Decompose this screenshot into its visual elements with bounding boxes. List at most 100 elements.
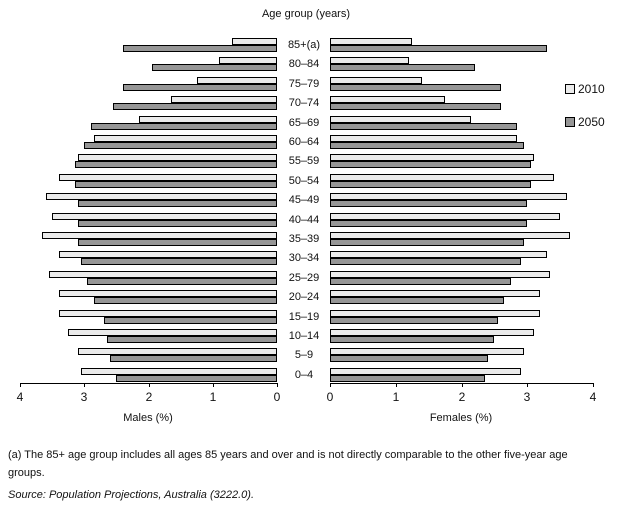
bar-male-2010-35–39	[42, 232, 277, 239]
bar-female-2010-25–29	[330, 271, 550, 278]
bar-female-2010-40–44	[330, 213, 560, 220]
bar-female-2010-20–24	[330, 290, 540, 297]
bar-female-2050-15–19	[330, 317, 498, 324]
age-group-label: 35–39	[288, 233, 320, 245]
age-group-label: 30–34	[288, 252, 320, 264]
bar-female-2050-65–69	[330, 123, 517, 130]
bar-male-2050-0–4	[116, 375, 277, 382]
bar-female-2010-50–54	[330, 174, 554, 181]
age-group-label: 25–29	[288, 272, 320, 284]
bar-female-2050-85+(a)	[330, 45, 547, 52]
male-x-axis-line	[20, 383, 277, 384]
bar-male-2010-85+(a)	[232, 38, 277, 45]
bar-female-2050-60–64	[330, 142, 524, 149]
bar-male-2010-40–44	[52, 213, 277, 220]
bar-male-2010-55–59	[78, 154, 277, 161]
bar-male-2010-20–24	[59, 290, 277, 297]
bar-female-2010-10–14	[330, 329, 534, 336]
age-group-label: 65–69	[288, 117, 320, 129]
tick-label-right-2: 2	[458, 390, 466, 404]
bar-male-2010-15–19	[59, 310, 277, 317]
legend-swatch-2050-icon	[565, 117, 575, 127]
axis-tick-right-4	[593, 383, 594, 387]
legend-swatch-2010-icon	[565, 84, 575, 94]
bar-male-2010-45–49	[46, 193, 277, 200]
bar-female-2050-45–49	[330, 200, 527, 207]
bar-female-2010-75–79	[330, 77, 422, 84]
bar-male-2050-45–49	[78, 200, 277, 207]
bar-male-2050-50–54	[75, 181, 277, 188]
tick-label-left-3: 3	[80, 390, 88, 404]
bar-male-2010-10–14	[68, 329, 277, 336]
bar-male-2050-25–29	[87, 278, 277, 285]
age-group-label: 55–59	[288, 155, 320, 167]
bar-male-2010-65–69	[139, 116, 277, 123]
axis-tick-left-0	[277, 383, 278, 387]
tick-label-right-1: 1	[392, 390, 400, 404]
bar-female-2050-5–9	[330, 355, 488, 362]
age-group-label: 40–44	[288, 214, 320, 226]
bar-female-2010-85+(a)	[330, 38, 412, 45]
age-group-label: 85+(a)	[287, 39, 321, 51]
age-group-label: 10–14	[288, 330, 320, 342]
axis-tick-right-3	[527, 383, 528, 387]
bar-male-2010-0–4	[81, 368, 277, 375]
tick-label-left-0: 0	[273, 390, 281, 404]
tick-label-left-4: 4	[16, 390, 24, 404]
age-group-label: 60–64	[288, 136, 320, 148]
bar-female-2050-75–79	[330, 84, 501, 91]
age-group-label: 15–19	[288, 311, 320, 323]
bar-male-2050-30–34	[81, 258, 277, 265]
legend-item-2010: 2010	[565, 82, 605, 96]
age-group-label: 80–84	[288, 58, 320, 70]
bar-male-2050-5–9	[110, 355, 277, 362]
age-group-label: 5–9	[294, 349, 314, 361]
age-group-label: 75–79	[288, 78, 320, 90]
tick-label-right-4: 4	[589, 390, 597, 404]
bar-female-2010-15–19	[330, 310, 540, 317]
bar-male-2010-50–54	[59, 174, 277, 181]
chart-title: Age group (years)	[261, 8, 351, 20]
bar-male-2050-65–69	[91, 123, 277, 130]
bar-female-2010-70–74	[330, 96, 445, 103]
age-group-label: 45–49	[288, 194, 320, 206]
bar-female-2050-55–59	[330, 161, 531, 168]
axis-tick-left-3	[84, 383, 85, 387]
bar-female-2050-30–34	[330, 258, 521, 265]
bar-female-2010-45–49	[330, 193, 567, 200]
legend-item-2050: 2050	[565, 115, 605, 129]
bar-female-2050-20–24	[330, 297, 504, 304]
bar-male-2050-60–64	[84, 142, 277, 149]
bar-female-2010-0–4	[330, 368, 521, 375]
bar-female-2050-0–4	[330, 375, 485, 382]
bar-male-2050-40–44	[78, 220, 277, 227]
bar-male-2010-75–79	[197, 77, 277, 84]
age-group-label: 70–74	[288, 97, 320, 109]
bar-male-2050-75–79	[123, 84, 277, 91]
bar-male-2050-10–14	[107, 336, 277, 343]
bar-female-2010-55–59	[330, 154, 534, 161]
bar-male-2050-80–84	[152, 64, 277, 71]
footnote-a: (a) The 85+ age group includes all ages …	[8, 449, 568, 479]
bar-female-2050-25–29	[330, 278, 511, 285]
bar-male-2050-70–74	[113, 103, 277, 110]
bar-female-2050-50–54	[330, 181, 531, 188]
bar-male-2050-15–19	[104, 317, 277, 324]
age-group-label: 50–54	[288, 175, 320, 187]
bar-male-2010-25–29	[49, 271, 277, 278]
bar-female-2050-70–74	[330, 103, 501, 110]
axis-tick-left-4	[20, 383, 21, 387]
bar-male-2010-70–74	[171, 96, 277, 103]
tick-label-right-0: 0	[326, 390, 334, 404]
age-group-label: 20–24	[288, 291, 320, 303]
bar-female-2010-30–34	[330, 251, 547, 258]
axis-tick-left-1	[213, 383, 214, 387]
source-citation: Source: Population Projections, Australi…	[8, 489, 255, 501]
bar-female-2010-5–9	[330, 348, 524, 355]
bar-female-2050-40–44	[330, 220, 527, 227]
axis-tick-left-2	[149, 383, 150, 387]
bar-female-2050-10–14	[330, 336, 494, 343]
male-axis-title: Males (%)	[123, 412, 173, 424]
bar-male-2010-60–64	[94, 135, 277, 142]
